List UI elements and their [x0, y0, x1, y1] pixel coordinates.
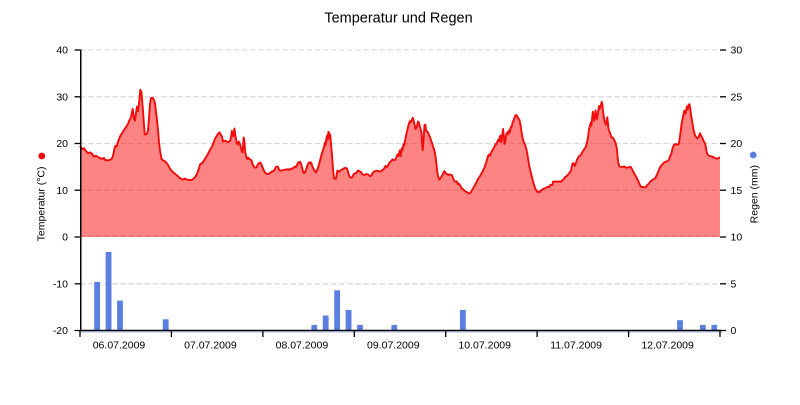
svg-text:30: 30	[731, 45, 743, 57]
svg-text:Temperatur (°C): Temperatur (°C)	[36, 167, 48, 242]
svg-text:30: 30	[56, 92, 68, 104]
svg-text:Regen (mm): Regen (mm)	[749, 165, 761, 223]
svg-text:-10: -10	[53, 278, 68, 290]
svg-text:12.07.2009: 12.07.2009	[641, 340, 694, 352]
svg-text:15: 15	[731, 185, 743, 197]
svg-text:-20: -20	[53, 325, 68, 337]
svg-text:20: 20	[56, 138, 68, 150]
svg-text:10: 10	[731, 232, 743, 244]
svg-text:Temperatur und Regen: Temperatur und Regen	[324, 11, 472, 27]
svg-text:10: 10	[56, 185, 68, 197]
svg-text:07.07.2009: 07.07.2009	[184, 340, 237, 352]
svg-text:0: 0	[731, 325, 737, 337]
svg-text:5: 5	[731, 278, 737, 290]
svg-text:20: 20	[731, 138, 743, 150]
svg-text:25: 25	[731, 92, 743, 104]
svg-text:10.07.2009: 10.07.2009	[458, 340, 511, 352]
svg-text:09.07.2009: 09.07.2009	[367, 340, 420, 352]
svg-text:06.07.2009: 06.07.2009	[93, 340, 146, 352]
svg-text:11.07.2009: 11.07.2009	[550, 340, 602, 352]
svg-text:08.07.2009: 08.07.2009	[276, 340, 329, 352]
svg-text:0: 0	[62, 232, 68, 244]
svg-text:40: 40	[56, 45, 68, 57]
